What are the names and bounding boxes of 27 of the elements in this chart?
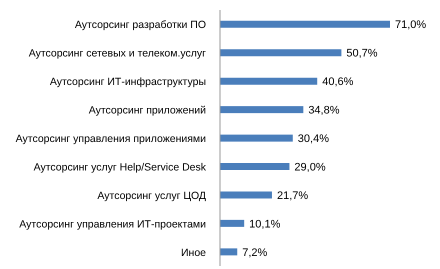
bar	[220, 134, 293, 142]
bar	[220, 49, 342, 56]
data-label: 34,8%	[308, 104, 340, 117]
data-label: 7,2%	[242, 246, 268, 259]
data-label: 21,7%	[276, 190, 308, 202]
y-tick-label: Аутсорсинг услуг Help/Service Desk	[34, 161, 207, 174]
data-label: 50,7%	[346, 48, 378, 60]
y-tick-label: Аутсорсинг ИТ-инфраструктуры	[50, 76, 206, 88]
bar	[220, 163, 290, 170]
bar	[220, 106, 304, 114]
y-tick-label: Аутсорсинг приложений	[88, 104, 206, 117]
y-tick-label: Аутсорсинг управления ИТ-проектами	[19, 218, 206, 230]
bar	[220, 248, 238, 256]
y-tick-label: Аутсорсинг услуг ЦОД	[97, 190, 206, 202]
data-label: 71,0%	[395, 19, 426, 32]
data-label: 30,4%	[298, 132, 330, 145]
y-tick-label: Аутсорсинг разработки ПО	[74, 19, 206, 32]
y-tick-label: Иное	[180, 246, 206, 259]
data-label: 29,0%	[294, 161, 326, 174]
bar	[220, 220, 244, 227]
y-tick-label: Аутсорсинг управления приложениями	[16, 133, 206, 145]
y-tick-label: Аутсорсинг сетевых и телеком.услуг	[28, 48, 206, 60]
bar	[220, 20, 390, 28]
bar	[220, 191, 272, 198]
data-label: 40,6%	[322, 76, 354, 88]
data-label: 10,1%	[249, 218, 281, 230]
bar	[220, 78, 318, 85]
